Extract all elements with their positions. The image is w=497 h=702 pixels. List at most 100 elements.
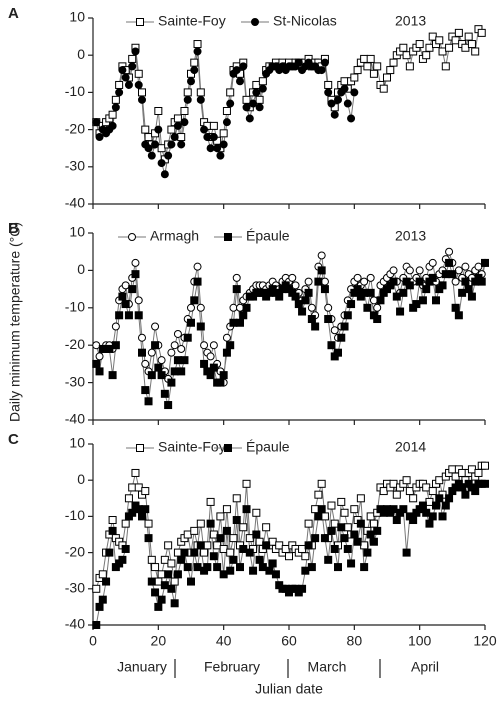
data-point <box>360 277 369 286</box>
data-point <box>236 77 244 86</box>
data-point <box>190 526 199 535</box>
data-point <box>432 296 440 305</box>
data-point <box>108 526 117 535</box>
data-point <box>242 479 251 488</box>
data-point <box>350 505 359 514</box>
data-point <box>324 555 333 564</box>
data-point <box>356 519 365 528</box>
data-point <box>190 58 199 67</box>
month-label: January <box>117 659 167 675</box>
month-label: March <box>308 659 347 675</box>
data-point <box>118 292 127 301</box>
data-point <box>304 288 313 297</box>
data-point <box>236 303 244 312</box>
data-point <box>366 273 375 282</box>
data-point <box>138 333 146 342</box>
data-point <box>369 296 378 305</box>
y-tick-label: -40 <box>65 411 85 427</box>
data-point <box>209 341 218 350</box>
data-point <box>347 300 356 309</box>
y-tick-label: 0 <box>77 46 85 62</box>
data-point <box>369 537 378 546</box>
data-point <box>196 322 205 331</box>
data-point <box>164 570 173 579</box>
data-point <box>134 296 143 305</box>
data-point <box>226 88 235 97</box>
data-point <box>438 281 447 290</box>
data-point <box>190 66 199 75</box>
y-tick-label: -40 <box>65 616 85 632</box>
data-point <box>222 348 231 357</box>
data-point <box>481 258 489 267</box>
data-point <box>458 483 467 492</box>
data-point <box>134 483 143 492</box>
data-point <box>200 341 209 350</box>
data-point <box>461 262 470 271</box>
data-point <box>128 62 137 71</box>
y-tick-label: -20 <box>65 543 85 559</box>
data-point <box>203 541 212 550</box>
x-tick-label: 20 <box>151 633 167 649</box>
data-point <box>405 62 414 71</box>
data-point <box>196 88 205 97</box>
data-point <box>294 58 303 67</box>
data-point <box>213 144 222 153</box>
y-tick-label: -30 <box>65 580 85 596</box>
data-point <box>445 494 454 503</box>
data-point <box>451 303 460 312</box>
data-point <box>330 110 339 119</box>
data-point <box>173 548 182 557</box>
data-point <box>334 95 342 104</box>
data-point <box>206 352 215 361</box>
legend-label: St-Nicolas <box>273 13 337 29</box>
data-point <box>151 322 160 331</box>
annotation: 2013 <box>395 13 426 29</box>
data-point <box>95 602 104 611</box>
data-point <box>477 277 486 286</box>
data-point <box>432 501 440 510</box>
data-point <box>481 461 489 470</box>
data-point <box>209 121 218 130</box>
data-point <box>334 563 342 572</box>
data-point <box>245 114 254 123</box>
y-tick-label: -20 <box>65 120 85 136</box>
data-point <box>454 311 463 320</box>
data-point <box>366 512 375 521</box>
data-point <box>180 548 189 557</box>
data-point <box>422 508 431 517</box>
data-point <box>216 151 225 160</box>
data-point <box>343 544 352 553</box>
data-point <box>320 512 329 521</box>
data-point <box>255 555 264 564</box>
data-point <box>229 303 238 312</box>
data-point <box>301 566 310 575</box>
data-point <box>111 95 120 104</box>
data-point <box>141 386 150 395</box>
data-point <box>239 544 248 553</box>
data-point <box>180 356 189 365</box>
data-point <box>134 311 143 320</box>
data-point <box>262 541 271 550</box>
data-point <box>343 311 352 320</box>
annotation: 2013 <box>395 228 426 244</box>
data-point <box>170 577 179 586</box>
y-tick-label: -20 <box>65 336 85 352</box>
data-point <box>239 311 248 320</box>
data-point <box>451 36 460 45</box>
data-point <box>258 77 267 86</box>
data-point <box>258 563 267 572</box>
data-point <box>121 544 130 553</box>
data-point <box>301 296 310 305</box>
data-point <box>173 114 182 123</box>
data-point <box>128 508 137 517</box>
data-point <box>298 584 307 593</box>
data-point <box>471 47 480 56</box>
data-point <box>396 307 405 316</box>
x-tick-label: 60 <box>281 633 297 649</box>
data-point <box>138 348 146 357</box>
data-point <box>138 88 146 97</box>
data-point <box>458 288 467 297</box>
data-point <box>239 523 248 532</box>
data-point <box>317 251 326 260</box>
data-point <box>134 80 143 89</box>
